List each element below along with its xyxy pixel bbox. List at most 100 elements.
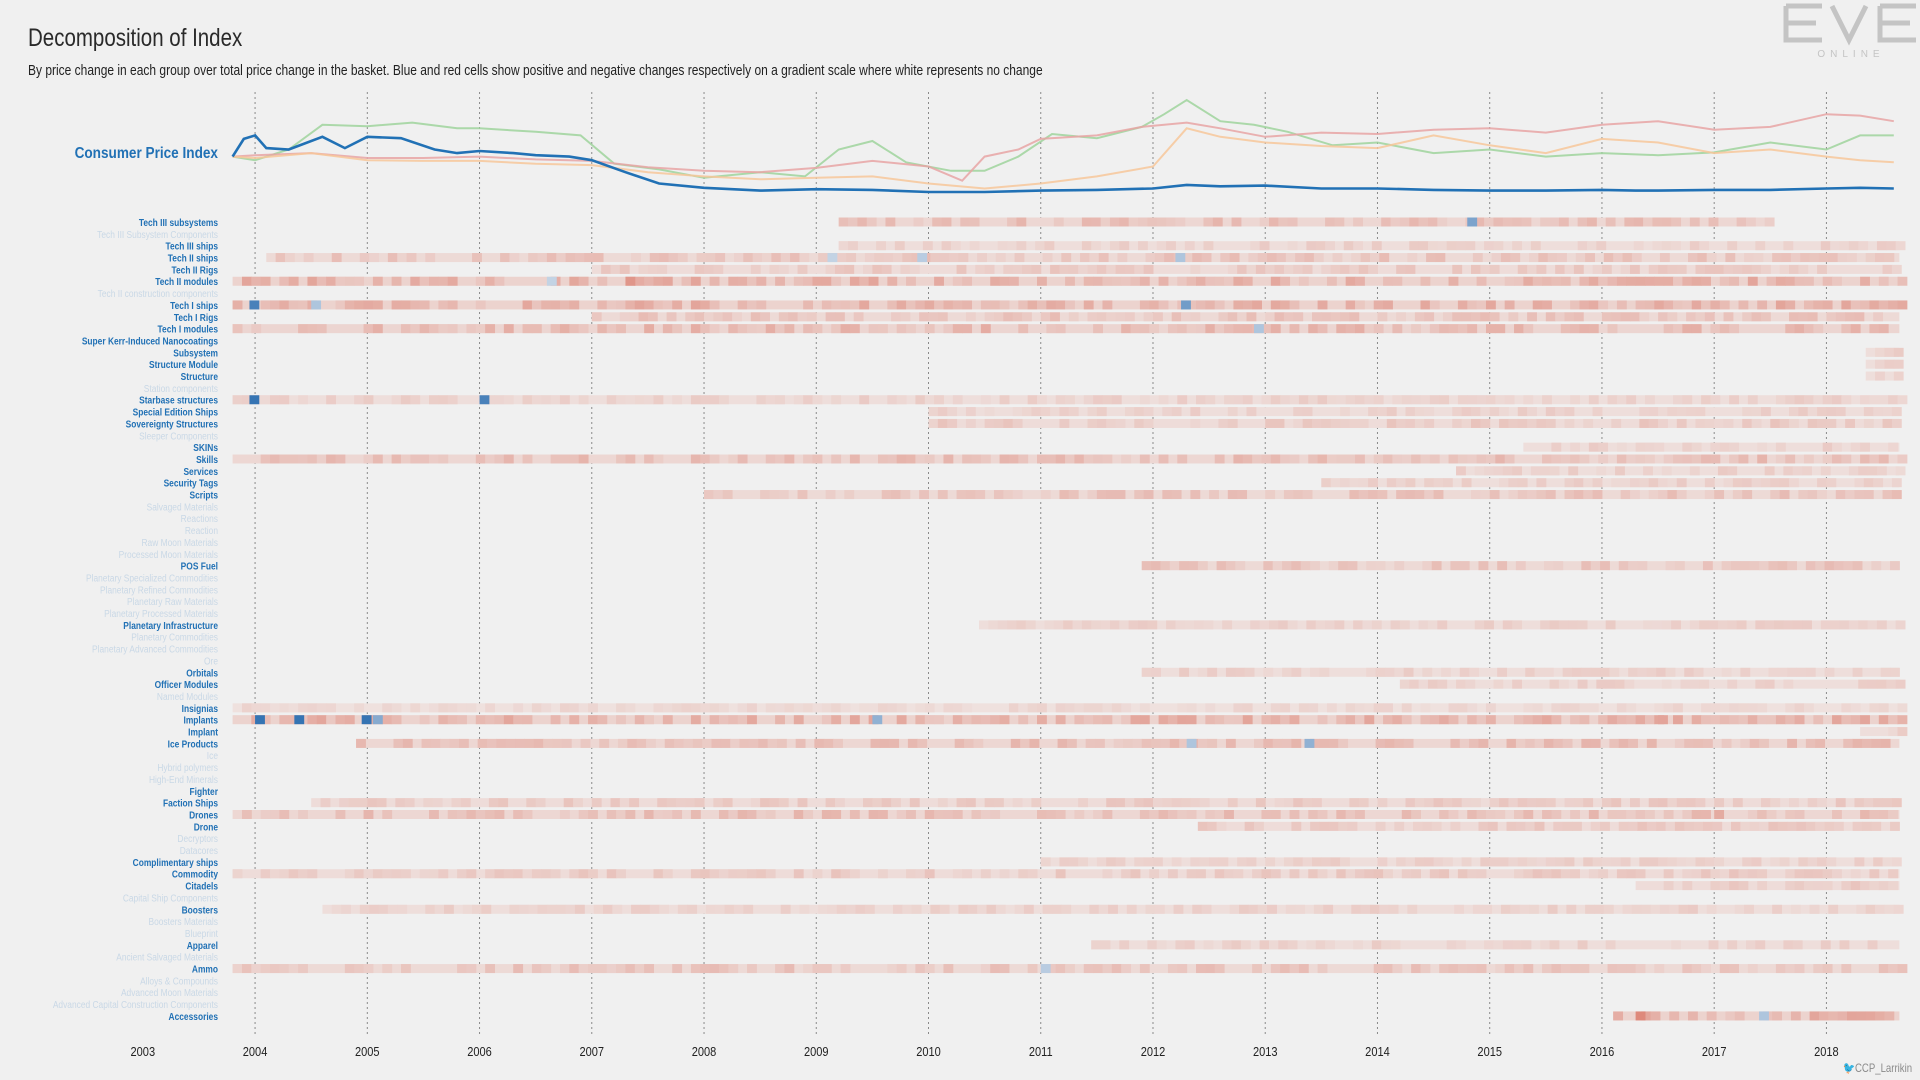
heat-cell	[1280, 964, 1291, 974]
heat-cell	[900, 264, 911, 274]
heat-cell	[397, 253, 408, 263]
heat-cell	[1891, 407, 1902, 417]
heat-cell	[1794, 964, 1805, 974]
heat-cell-highlight	[1658, 715, 1668, 725]
heat-cell	[1025, 620, 1036, 630]
heat-cell	[1233, 869, 1244, 879]
heat-cell	[434, 904, 445, 914]
heat-cell	[498, 798, 509, 808]
heat-cell	[1166, 217, 1176, 227]
heat-cell	[1115, 312, 1126, 322]
heat-cell	[859, 395, 870, 405]
heat-cell	[1785, 454, 1796, 464]
x-tick-label: 2014	[1365, 1044, 1390, 1059]
heat-cell	[466, 964, 477, 974]
heat-cell	[1616, 395, 1627, 405]
heat-cell	[1055, 454, 1066, 464]
heat-cell	[1216, 561, 1227, 571]
heat-cell	[1869, 810, 1880, 819]
heat-cell	[1543, 561, 1554, 571]
heat-cell	[1272, 738, 1283, 748]
heat-cell	[750, 798, 761, 808]
heat-cell	[1659, 904, 1670, 914]
heat-cell	[1476, 300, 1487, 310]
heat-cell	[1839, 620, 1850, 630]
heat-cell	[1832, 442, 1842, 452]
heat-cell	[1639, 407, 1650, 417]
author-credit[interactable]: 🐦CCP_Larrikin	[1843, 1061, 1912, 1075]
heat-cell	[1330, 418, 1341, 428]
heat-cell	[984, 798, 995, 808]
heat-cell	[559, 454, 570, 464]
heat-cell	[1644, 276, 1655, 286]
heat-cell	[1572, 667, 1582, 677]
heat-cell	[1096, 407, 1107, 417]
heat-cell	[709, 395, 720, 405]
heat-cell	[1727, 466, 1738, 476]
x-tick-label: 2006	[467, 1044, 492, 1059]
heat-cell	[1570, 810, 1581, 819]
heat-cell	[1648, 490, 1659, 500]
heat-cell	[1270, 810, 1281, 819]
heat-cell	[1841, 881, 1852, 891]
row-label: POS Fuel	[181, 561, 218, 573]
x-tick-label: 2004	[243, 1044, 268, 1059]
heat-cell	[477, 738, 488, 748]
heat-cell	[1630, 264, 1640, 274]
heat-cell	[1891, 798, 1902, 808]
row-label: Complimentary ships	[133, 857, 218, 869]
heat-cell	[410, 395, 421, 405]
row-label: Ammo	[192, 964, 218, 976]
heat-cell	[831, 869, 842, 879]
heat-cell	[1429, 395, 1440, 405]
heat-cell	[1278, 620, 1289, 630]
heat-cell	[485, 454, 496, 464]
heat-cell	[1203, 940, 1214, 950]
heat-cell	[485, 715, 496, 725]
heat-cell	[999, 869, 1010, 879]
heat-cell	[812, 276, 823, 286]
heat-cell	[1667, 857, 1678, 867]
heat-cell	[1573, 312, 1584, 322]
heat-cell	[1639, 857, 1650, 867]
heat-cell	[1845, 312, 1855, 322]
heat-cell	[909, 798, 920, 808]
row-label: Officer Modules	[155, 679, 218, 691]
heat-cell	[625, 454, 636, 464]
heat-cell	[937, 418, 948, 428]
heat-cell	[1093, 964, 1103, 974]
heat-cell	[1383, 964, 1393, 974]
heat-cell	[1691, 276, 1702, 286]
heat-cell	[1744, 253, 1754, 263]
heat-cell	[694, 798, 705, 808]
heat-cell	[1106, 490, 1117, 500]
heat-cell	[728, 715, 739, 725]
heat-cell	[1841, 300, 1852, 310]
heat-cell	[1405, 264, 1416, 274]
heat-cell	[1081, 620, 1092, 630]
heat-cell	[1065, 395, 1075, 405]
heat-cell	[1512, 940, 1523, 950]
row-label: Insignias	[182, 703, 218, 715]
heat-cell	[1768, 667, 1779, 677]
heat-cell	[838, 241, 849, 251]
heat-cell	[1818, 1011, 1829, 1021]
heat-cell	[372, 454, 383, 464]
heat-cell	[668, 253, 679, 263]
heat-cell	[780, 904, 791, 914]
heat-cell	[1775, 715, 1786, 725]
heat-cell	[1861, 738, 1872, 748]
heat-cell	[1665, 821, 1676, 831]
heat-cell	[1414, 490, 1425, 500]
heat-cell	[1787, 667, 1798, 677]
heat-cell-highlight	[372, 715, 383, 725]
heat-cell	[1760, 798, 1771, 808]
heat-cell	[993, 798, 1004, 808]
heat-cell	[756, 324, 767, 334]
heat-cell	[1291, 667, 1302, 677]
heat-cell	[1093, 276, 1103, 286]
heat-cell	[1065, 964, 1075, 974]
heat-cell	[760, 798, 770, 808]
heat-cell	[1598, 715, 1609, 725]
heat-cell	[1012, 264, 1023, 274]
